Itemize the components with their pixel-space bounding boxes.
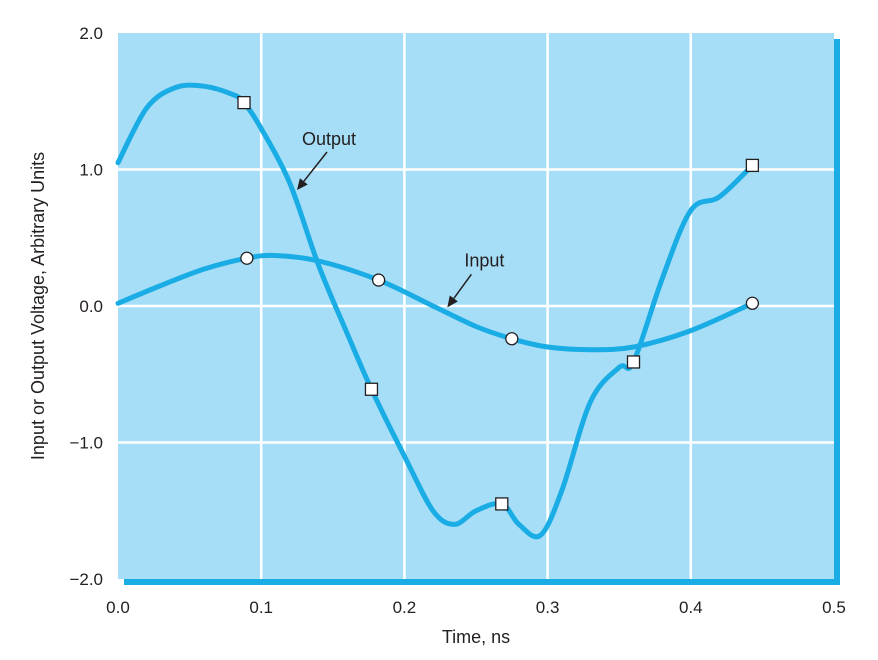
input-point xyxy=(505,332,519,346)
x-tick-label: 0.5 xyxy=(822,598,846,617)
output-point xyxy=(237,95,251,110)
output-point xyxy=(495,497,509,511)
input-point xyxy=(240,251,254,265)
output-arrow xyxy=(303,151,328,182)
y-tick-label: 2.0 xyxy=(79,24,103,43)
y-tick-label: 1.0 xyxy=(79,161,103,180)
x-tick-label: 0.2 xyxy=(393,598,417,617)
x-tick-labels: 0.0 0.1 0.2 0.3 0.4 0.5 xyxy=(106,598,846,617)
input-point xyxy=(745,296,760,310)
x-tick-label: 0.4 xyxy=(679,598,703,617)
input-point xyxy=(371,273,386,287)
series-layer xyxy=(115,82,760,540)
annotation-layer: Output Input xyxy=(297,129,504,308)
input-series-line xyxy=(115,252,755,353)
y-tick-label: −2.0 xyxy=(69,570,103,589)
y-tick-labels: 2.0 1.0 0.0 −1.0 −2.0 xyxy=(69,24,103,589)
x-axis-title: Time, ns xyxy=(442,627,510,647)
output-point xyxy=(364,382,379,396)
output-label: Output xyxy=(302,129,356,149)
y-tick-label: −1.0 xyxy=(69,434,103,453)
y-tick-label: 0.0 xyxy=(79,297,103,316)
input-label: Input xyxy=(464,250,504,270)
input-arrow xyxy=(453,273,472,299)
output-arrowhead xyxy=(297,178,308,190)
x-tick-label: 0.0 xyxy=(106,598,130,617)
output-point xyxy=(745,158,760,173)
x-tick-label: 0.1 xyxy=(249,598,273,617)
output-point xyxy=(626,355,641,369)
input-arrowhead xyxy=(447,295,458,308)
y-axis-title: Input or Output Voltage, Arbitrary Units xyxy=(28,152,48,460)
x-tick-label: 0.3 xyxy=(536,598,560,617)
